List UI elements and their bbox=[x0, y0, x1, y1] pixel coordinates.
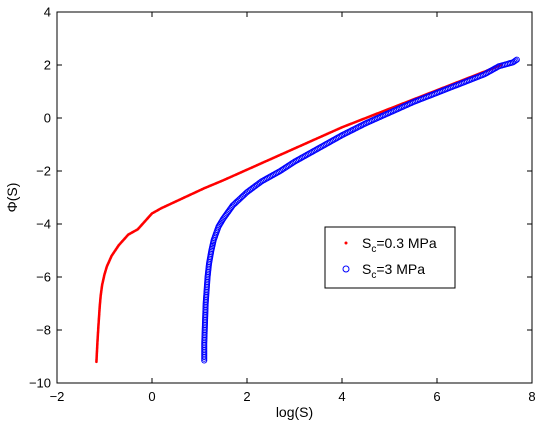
data-point bbox=[512, 57, 519, 64]
legend-label-series-2: Sc=3 MPa bbox=[362, 261, 425, 281]
x-tick-label: 6 bbox=[433, 389, 440, 404]
x-tick-label: −2 bbox=[50, 389, 65, 404]
x-axis-ticks: −2 0 2 4 6 8 bbox=[50, 12, 536, 404]
y-tick-label: 4 bbox=[44, 5, 51, 20]
y-tick-label: −4 bbox=[36, 217, 51, 232]
y-tick-label: −6 bbox=[36, 270, 51, 285]
x-tick-label: 4 bbox=[338, 389, 345, 404]
series-2 bbox=[201, 56, 520, 364]
y-tick-label: −10 bbox=[29, 376, 51, 391]
legend: Sc=0.3 MPa Sc=3 MPa bbox=[324, 226, 456, 289]
legend-marker-series-1 bbox=[344, 241, 348, 245]
x-axis-title: log(S) bbox=[276, 404, 313, 420]
y-axis-ticks: −10 −8 −6 −4 −2 0 2 4 bbox=[29, 5, 532, 391]
series-1 bbox=[95, 63, 503, 364]
x-tick-label: 0 bbox=[148, 389, 155, 404]
legend-label-series-1: Sc=0.3 MPa bbox=[362, 235, 437, 255]
legend-marker-series-2 bbox=[342, 265, 350, 273]
y-tick-label: −8 bbox=[36, 323, 51, 338]
series-layer bbox=[95, 56, 520, 364]
legend-entry-series-1: Sc=0.3 MPa bbox=[344, 235, 437, 255]
y-tick-label: −2 bbox=[36, 164, 51, 179]
x-tick-label: 8 bbox=[528, 389, 535, 404]
plot-frame bbox=[56, 11, 533, 384]
legend-box bbox=[324, 226, 456, 289]
data-point bbox=[513, 56, 520, 63]
y-axis-title: Φ(S) bbox=[4, 183, 20, 213]
y-tick-label: 2 bbox=[44, 58, 51, 73]
y-tick-label: 0 bbox=[44, 111, 51, 126]
legend-entry-series-2: Sc=3 MPa bbox=[342, 261, 425, 281]
x-tick-label: 2 bbox=[243, 389, 250, 404]
